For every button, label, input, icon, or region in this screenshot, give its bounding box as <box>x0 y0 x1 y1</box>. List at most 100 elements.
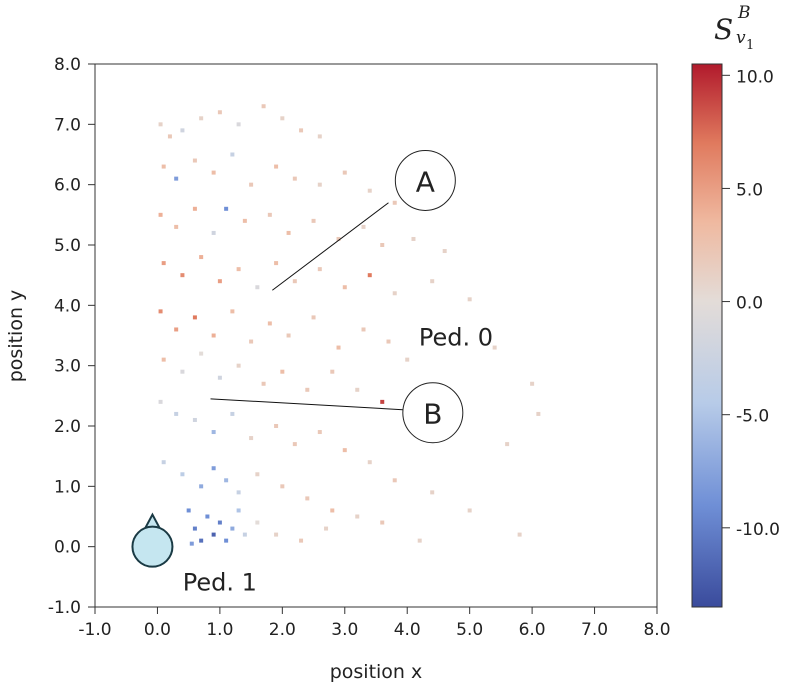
data-point <box>274 261 279 266</box>
data-point <box>189 541 194 546</box>
data-point <box>180 369 185 374</box>
data-point <box>180 472 185 477</box>
data-point <box>367 460 372 465</box>
x-tick-label: 2.0 <box>269 620 296 640</box>
x-axis: -1.0 0.0 1.0 2.0 3.0 4.0 5.0 6.0 7.0 8.0 <box>78 607 671 640</box>
data-point <box>261 381 266 386</box>
annotations: A B Ped. 0 Ped. 1 <box>131 149 493 597</box>
annotation-line <box>210 398 403 411</box>
data-point <box>361 224 366 229</box>
data-point <box>361 327 366 332</box>
data-point <box>299 128 304 133</box>
data-point <box>536 411 541 416</box>
x-tick-label: 1.0 <box>206 620 233 640</box>
data-point <box>299 538 304 543</box>
colorbar-title-main: S <box>714 13 733 46</box>
data-point <box>180 128 185 133</box>
data-point <box>517 532 522 537</box>
data-point <box>180 273 185 278</box>
data-point <box>305 387 310 392</box>
x-tick-label: 3.0 <box>331 620 358 640</box>
data-point <box>192 158 197 163</box>
data-point <box>167 134 172 139</box>
data-point <box>467 297 472 302</box>
data-point <box>217 110 222 115</box>
data-point <box>230 526 235 531</box>
data-point <box>161 164 166 169</box>
data-point <box>392 478 397 483</box>
colorbar-tick-label: 5.0 <box>736 180 763 200</box>
data-point <box>174 411 179 416</box>
y-axis: -1.0 0.0 1.0 2.0 3.0 4.0 5.0 6.0 7.0 8.0 <box>48 55 95 618</box>
data-point <box>336 236 341 241</box>
data-point <box>330 369 335 374</box>
data-point <box>505 442 510 447</box>
data-point <box>430 490 435 495</box>
data-point <box>158 122 163 127</box>
data-point <box>242 532 247 537</box>
data-point <box>280 116 285 121</box>
data-point <box>442 249 447 254</box>
data-point <box>211 333 216 338</box>
data-point <box>355 514 360 519</box>
data-point <box>236 508 241 513</box>
y-tick-label: 0.0 <box>54 538 81 558</box>
data-point <box>336 345 341 350</box>
data-point <box>324 526 329 531</box>
data-point <box>211 170 216 175</box>
data-point <box>158 399 163 404</box>
data-point <box>199 116 204 121</box>
x-tick-label: 0.0 <box>144 620 171 640</box>
data-point <box>224 206 229 211</box>
data-point <box>342 285 347 290</box>
data-point <box>192 526 197 531</box>
colorbar-gradient <box>691 63 723 608</box>
data-point <box>330 508 335 513</box>
data-point <box>342 170 347 175</box>
y-tick-label: 5.0 <box>54 236 81 256</box>
colorbar-tick-label: -10.0 <box>736 520 780 540</box>
data-point <box>161 460 166 465</box>
colorbar-tick-label: -5.0 <box>736 407 769 427</box>
data-point <box>411 236 416 241</box>
annotation-label: A <box>416 165 435 198</box>
data-point <box>342 448 347 453</box>
annotation-label: B <box>423 398 442 431</box>
data-point <box>192 315 197 320</box>
data-point <box>249 339 254 344</box>
data-point <box>249 436 254 441</box>
data-point <box>158 309 163 314</box>
data-point <box>280 369 285 374</box>
data-point <box>492 345 497 350</box>
data-point <box>286 230 291 235</box>
y-tick-label: 2.0 <box>54 417 81 437</box>
data-point <box>311 218 316 223</box>
data-point <box>224 478 229 483</box>
data-point <box>199 484 204 489</box>
data-point <box>230 411 235 416</box>
data-point <box>217 279 222 284</box>
data-point <box>236 363 241 368</box>
data-point <box>392 291 397 296</box>
colorbar-tick-label: 0.0 <box>736 294 763 314</box>
data-point <box>292 176 297 181</box>
data-point <box>174 176 179 181</box>
y-tick-label: 6.0 <box>54 176 81 196</box>
data-point <box>199 351 204 356</box>
data-point <box>211 430 216 435</box>
data-point <box>236 122 241 127</box>
data-point <box>267 321 272 326</box>
data-point <box>174 224 179 229</box>
data-point <box>205 514 210 519</box>
data-point <box>317 430 322 435</box>
pedestrian-icon <box>131 525 174 568</box>
data-point <box>192 206 197 211</box>
annotation-circle <box>402 382 464 444</box>
data-point <box>261 104 266 109</box>
colorbar-title-subsub: 1 <box>746 38 754 53</box>
data-point <box>367 273 372 278</box>
data-point <box>174 327 179 332</box>
colorbar-title: S B v 1 <box>714 3 754 53</box>
data-point <box>236 490 241 495</box>
